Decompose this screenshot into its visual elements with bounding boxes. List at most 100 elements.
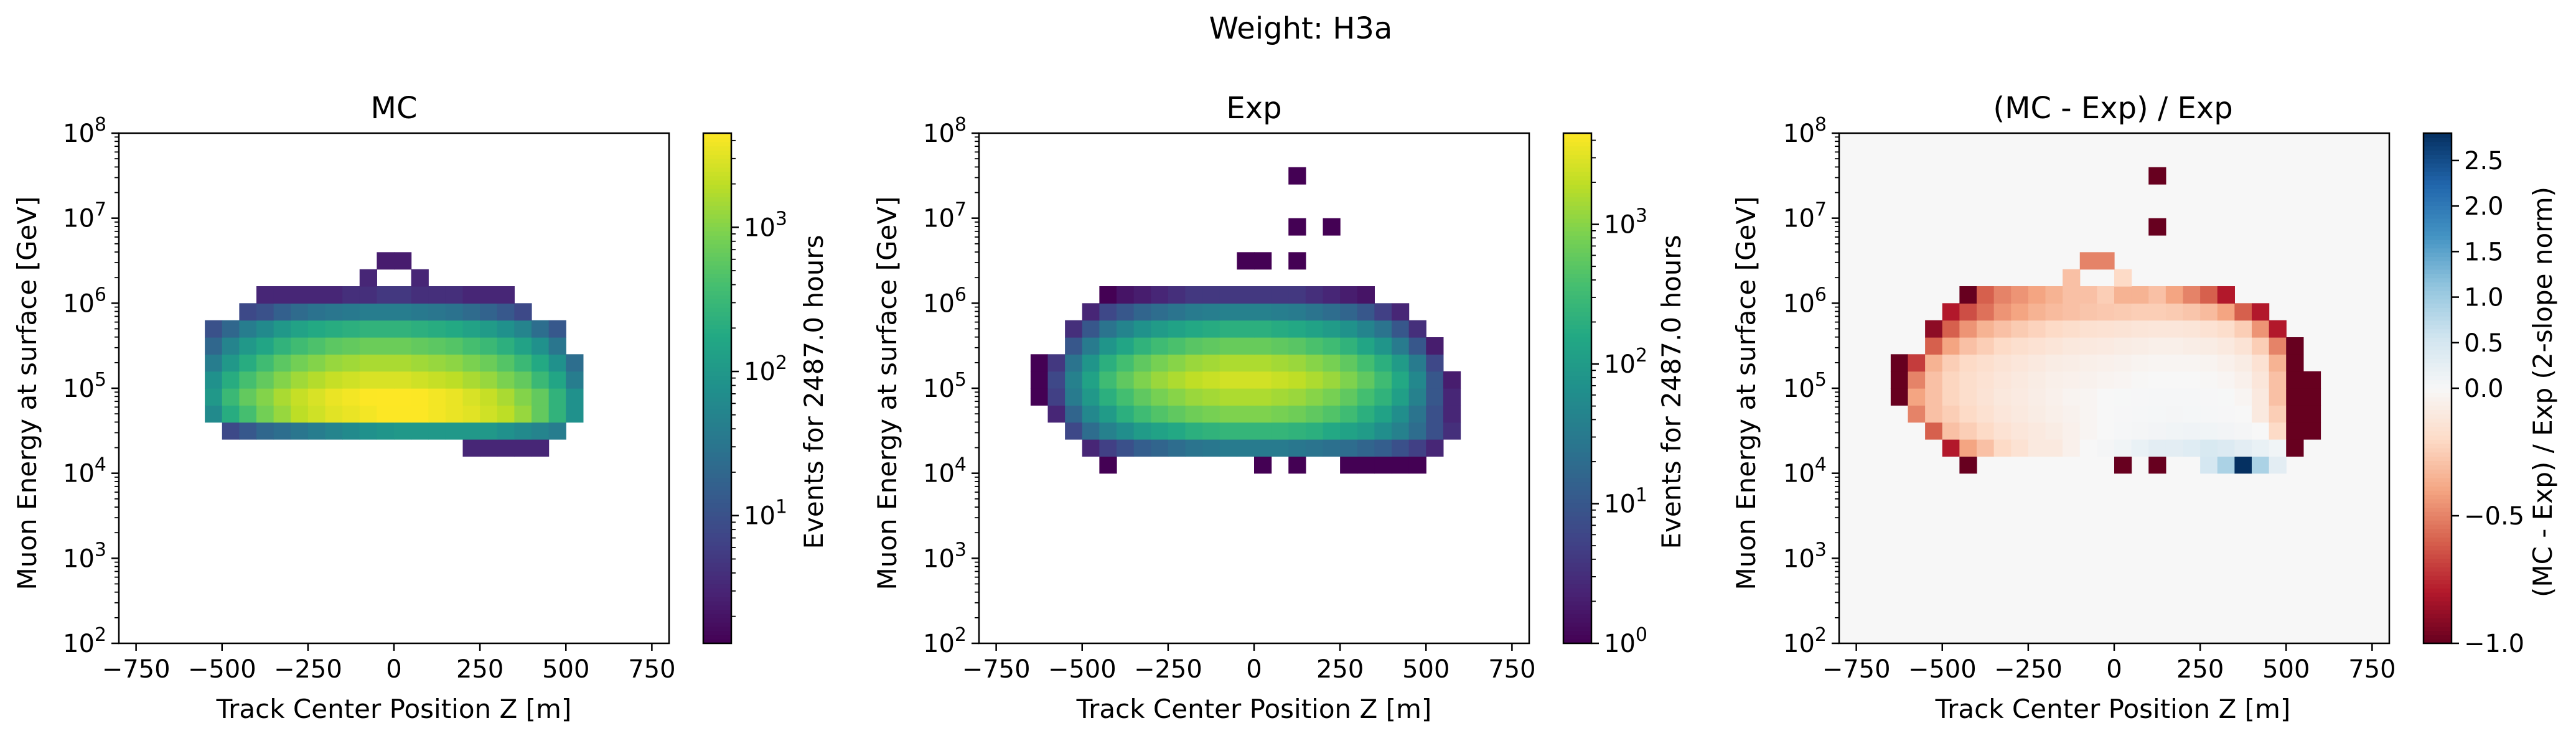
- heatmap-cell: [1959, 388, 1977, 406]
- heatmap-cell: [307, 388, 326, 406]
- heatmap-cell: [2045, 320, 2063, 338]
- heatmap-cell: [411, 337, 429, 355]
- heatmap-cell: [2079, 286, 2097, 304]
- colorbar-segment: [703, 558, 731, 563]
- heatmap-cell: [1099, 456, 1117, 474]
- colorbar-segment: [2424, 159, 2452, 164]
- colorbar-segment: [703, 329, 731, 333]
- heatmap-cell: [1082, 337, 1100, 355]
- colorbar-segment: [703, 579, 731, 585]
- colorbar-segment: [1563, 626, 1591, 631]
- heatmap-cell: [359, 371, 377, 389]
- colorbar-segment: [1563, 447, 1591, 453]
- heatmap-cell: [1288, 320, 1306, 338]
- colorbar-segment: [1563, 366, 1591, 372]
- heatmap-cell: [1288, 371, 1306, 389]
- colorbar-segment: [1563, 243, 1591, 249]
- heatmap-cell: [2165, 337, 2184, 355]
- heatmap-cell: [1082, 439, 1100, 457]
- heatmap-cell: [2234, 320, 2252, 338]
- colorbar-segment: [2424, 443, 2452, 449]
- heatmap-cell: [205, 354, 223, 372]
- y-tick-label: 106: [923, 284, 967, 318]
- heatmap-cell: [1288, 167, 1306, 185]
- heatmap-cell: [1254, 354, 1272, 372]
- colorbar-segment: [703, 239, 731, 245]
- heatmap-cell: [1254, 422, 1272, 440]
- colorbar-segment: [703, 201, 731, 206]
- heatmap-cell: [1323, 405, 1341, 423]
- heatmap-cell: [1271, 439, 1289, 457]
- heatmap-cell: [1151, 422, 1169, 440]
- heatmap-cell: [1219, 320, 1237, 338]
- colorbar-segment: [1563, 494, 1591, 500]
- heatmap-cell: [1340, 439, 1358, 457]
- x-tick-label: −500: [1048, 655, 1117, 684]
- panel-mc-cells: [205, 252, 584, 457]
- heatmap-cell: [445, 371, 464, 389]
- heatmap-cell: [2252, 371, 2270, 389]
- heatmap-cell: [2097, 320, 2115, 338]
- heatmap-cell: [1254, 286, 1272, 304]
- heatmap-cell: [1374, 337, 1392, 355]
- colorbar-segment: [703, 264, 731, 270]
- colorbar-segment: [2424, 337, 2452, 342]
- heatmap-cell: [2028, 320, 2046, 338]
- colorbar-segment: [1563, 354, 1591, 359]
- colorbar-segment: [2424, 333, 2452, 338]
- heatmap-cell: [1993, 320, 2012, 338]
- panel-mc-y-axis-label: Muon Energy at surface [GeV]: [12, 197, 42, 590]
- heatmap-cell: [239, 371, 257, 389]
- heatmap-cell: [445, 405, 464, 423]
- heatmap-cell: [2079, 405, 2097, 423]
- heatmap-cell: [2200, 422, 2218, 440]
- colorbar-segment: [703, 592, 731, 597]
- heatmap-cell: [2028, 286, 2046, 304]
- heatmap-cell: [2217, 337, 2235, 355]
- heatmap-cell: [1288, 422, 1306, 440]
- heatmap-cell: [2148, 337, 2166, 355]
- heatmap-cell: [256, 337, 274, 355]
- heatmap-cell: [2045, 388, 2063, 406]
- colorbar-segment: [703, 371, 731, 376]
- colorbar-segment: [1563, 439, 1591, 444]
- heatmap-cell: [1271, 405, 1289, 423]
- heatmap-cell: [1288, 218, 1306, 236]
- heatmap-cell: [1993, 286, 2012, 304]
- heatmap-cell: [2217, 439, 2235, 457]
- heatmap-cell: [566, 354, 584, 372]
- heatmap-cell: [497, 371, 515, 389]
- heatmap-cell: [1117, 405, 1135, 423]
- colorbar-segment: [1563, 396, 1591, 402]
- heatmap-cell: [2200, 354, 2218, 372]
- heatmap-cell: [1908, 405, 1926, 423]
- heatmap-cell: [1357, 303, 1375, 321]
- colorbar-segment: [703, 456, 731, 461]
- x-tick-label: −250: [274, 655, 342, 684]
- colorbar-segment: [1563, 329, 1591, 333]
- heatmap-cell: [1065, 337, 1083, 355]
- heatmap-cell: [273, 371, 291, 389]
- colorbar-segment: [2424, 460, 2452, 465]
- heatmap-cell: [1219, 286, 1237, 304]
- colorbar-segment: [1563, 571, 1591, 576]
- heatmap-cell: [2286, 371, 2304, 389]
- heatmap-cell: [2200, 303, 2218, 321]
- heatmap-cell: [1993, 303, 2012, 321]
- heatmap-cell: [325, 337, 343, 355]
- colorbar-segment: [1563, 579, 1591, 585]
- heatmap-cell: [2011, 422, 2029, 440]
- colorbar-segment: [703, 137, 731, 142]
- colorbar-segment: [703, 622, 731, 627]
- heatmap-cell: [1408, 456, 1426, 474]
- heatmap-cell: [222, 337, 240, 355]
- heatmap-cell: [1959, 286, 1977, 304]
- colorbar-segment: [1563, 541, 1591, 546]
- colorbar-segment: [1563, 414, 1591, 419]
- heatmap-cell: [1925, 337, 1943, 355]
- heatmap-cell: [1202, 354, 1220, 372]
- heatmap-cell: [239, 405, 257, 423]
- colorbar-segment: [703, 600, 731, 606]
- colorbar-segment: [2424, 252, 2452, 257]
- colorbar-segment: [2424, 248, 2452, 253]
